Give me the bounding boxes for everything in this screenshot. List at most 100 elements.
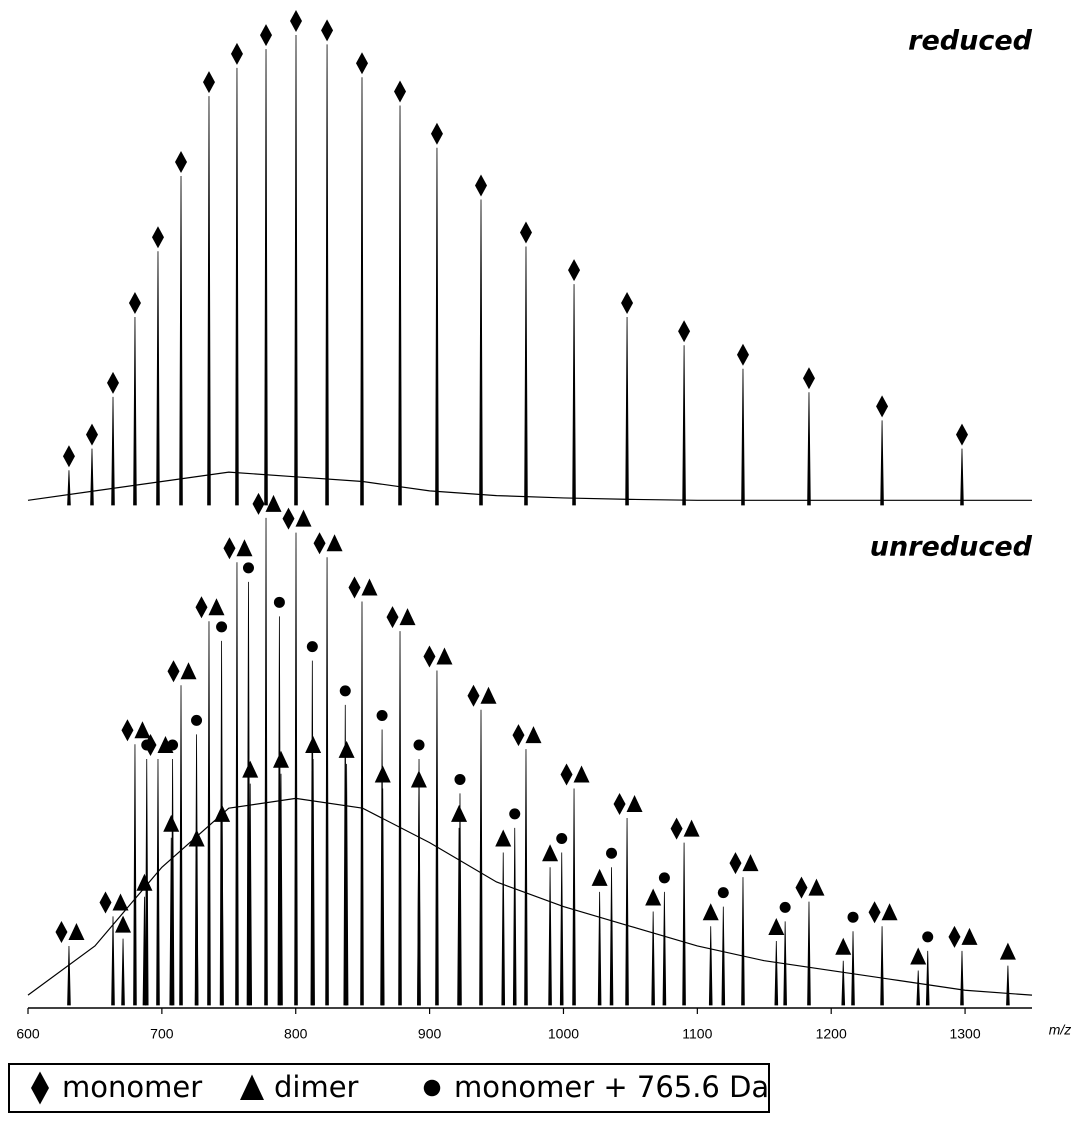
peak-marker (242, 760, 259, 778)
peak-marker (236, 539, 253, 557)
peak (111, 916, 115, 1006)
peak (807, 392, 811, 506)
peak-marker (128, 292, 141, 314)
peak-marker (313, 532, 326, 555)
peak (501, 852, 506, 1006)
peak (360, 601, 364, 1006)
peak (144, 758, 149, 1006)
peak-marker (808, 878, 825, 896)
peak-marker (223, 537, 236, 560)
peak-marker (768, 918, 785, 936)
peak-marker (136, 873, 153, 891)
peak-marker (717, 887, 729, 899)
peak-marker (606, 847, 618, 859)
x-tick-label: 600 (16, 1026, 40, 1042)
peak-marker (195, 596, 208, 619)
peak-marker (273, 750, 290, 768)
peak-marker (295, 509, 312, 527)
peak (783, 921, 787, 1006)
panel-label: reduced (908, 26, 1032, 57)
legend-marker (31, 1071, 49, 1105)
peak (179, 175, 183, 506)
peak (651, 911, 655, 1006)
peak-marker (180, 662, 197, 680)
peak-marker (795, 876, 808, 899)
peak-marker (273, 596, 285, 608)
peak (597, 891, 602, 1006)
peak (682, 345, 686, 506)
peak-marker (556, 832, 568, 844)
peak (360, 77, 364, 506)
peak-marker (430, 122, 443, 145)
legend-label: monomer (62, 1070, 202, 1104)
peak (67, 945, 71, 1006)
peak (625, 818, 629, 1006)
peak (458, 793, 462, 1006)
x-tick-label: 1200 (816, 1026, 847, 1042)
peak (133, 744, 137, 1006)
peak-marker (702, 903, 719, 921)
peak (207, 96, 211, 506)
peak-marker (683, 819, 700, 837)
peak (559, 852, 564, 1006)
peak (325, 44, 329, 506)
peak (880, 420, 884, 506)
peak-marker (167, 739, 179, 751)
peak-marker (509, 808, 521, 820)
peak-marker (423, 645, 436, 668)
peak (294, 532, 298, 1006)
peak-marker (163, 814, 180, 832)
peak-marker (355, 52, 368, 75)
peak-marker (955, 423, 968, 446)
legend-marker (240, 1074, 264, 1100)
peak-marker (568, 259, 581, 282)
peak (398, 105, 402, 506)
peak (524, 246, 528, 506)
peak-marker (230, 42, 243, 65)
peak-marker (348, 576, 361, 599)
peak-marker (361, 578, 378, 596)
peak-marker (55, 920, 68, 943)
peak-marker (658, 872, 670, 884)
peak (277, 616, 282, 1006)
peak-marker (121, 719, 134, 742)
peak-marker (141, 739, 153, 751)
peak (479, 199, 483, 506)
peak-marker (645, 888, 662, 906)
peak-marker (742, 854, 759, 872)
peak-marker (876, 395, 889, 418)
peak (572, 284, 576, 506)
peak-marker (868, 901, 881, 924)
peak-marker (591, 868, 608, 886)
peak-marker (573, 765, 590, 783)
peak-marker (151, 226, 164, 249)
peak (235, 562, 239, 1006)
peak (925, 950, 930, 1006)
peak (398, 631, 402, 1006)
peak-marker (290, 10, 303, 32)
peak-marker (252, 492, 265, 515)
peak (417, 758, 421, 1006)
x-tick-label: 1100 (682, 1026, 712, 1042)
legend-box (8, 1063, 770, 1113)
peak-marker (305, 736, 322, 753)
peak-marker (242, 562, 254, 574)
peak-marker (621, 292, 634, 314)
peak-marker (99, 891, 112, 914)
peak (179, 685, 183, 1006)
peak-marker (999, 942, 1016, 960)
peak (133, 316, 137, 506)
peak-marker (678, 320, 691, 343)
peak-marker (454, 773, 466, 785)
peak-marker (525, 726, 542, 744)
peak-marker (961, 927, 978, 945)
peak-marker (802, 367, 815, 390)
peak (194, 734, 199, 1006)
peak (90, 448, 94, 506)
peak-marker (626, 795, 643, 813)
peak-marker (480, 686, 497, 704)
peak (741, 877, 745, 1006)
background-trace (27, 471, 1032, 501)
peak (325, 557, 329, 1006)
peak (741, 368, 745, 506)
